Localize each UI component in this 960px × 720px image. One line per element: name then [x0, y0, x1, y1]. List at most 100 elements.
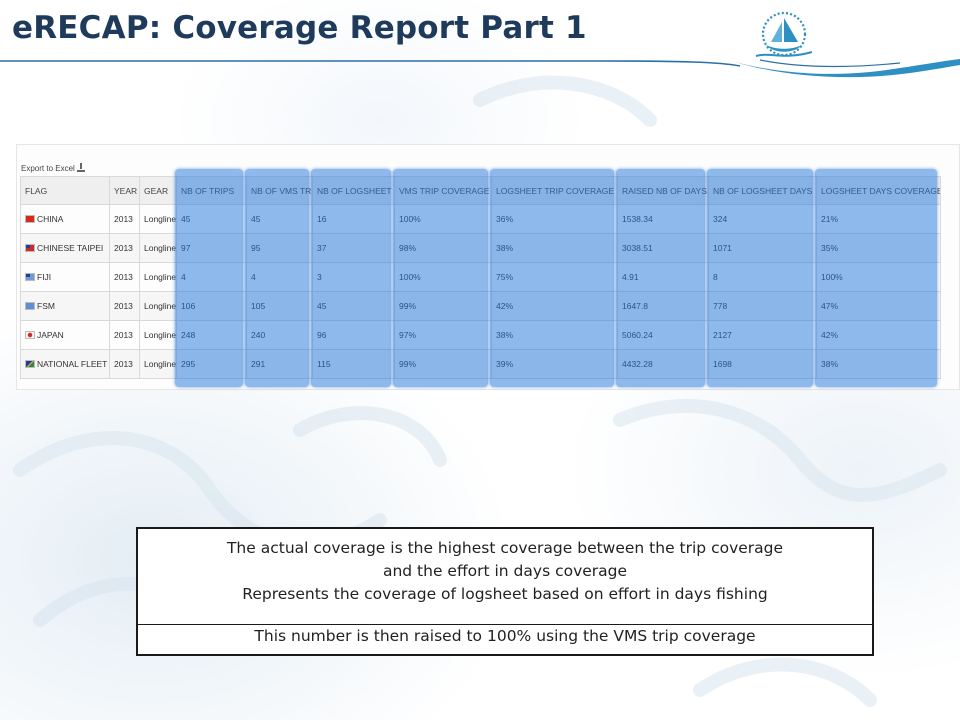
flag-name: FIJI	[37, 272, 52, 282]
table-cell: 5060.24	[617, 320, 709, 350]
table-cell: 45	[246, 204, 313, 234]
callout-divider	[138, 624, 872, 625]
table-cell: 1647.8	[617, 291, 709, 321]
table-cell: 100%	[394, 262, 492, 292]
table-cell: 99%	[394, 349, 492, 379]
table-cell: 4	[176, 262, 247, 292]
table-cell: 2013	[109, 320, 140, 350]
table-cell: 45	[176, 204, 247, 234]
table-cell-flag: FIJI	[20, 262, 110, 292]
coverage-table-panel: Export to Excel FLAG YEAR GEAR NB OF TRI…	[16, 144, 960, 390]
table-cell-flag: CHINESE TAIPEI	[20, 233, 110, 263]
callout-text-block: The actual coverage is the highest cover…	[144, 537, 866, 606]
flag-name: FSM	[37, 301, 55, 311]
table-row: CHINA 2013 Longline 45 45 16 100% 36% 15…	[20, 204, 941, 234]
column-header-nb-of-trips[interactable]: NB OF TRIPS	[176, 176, 247, 205]
callout-line-2: and the effort in days coverage	[382, 562, 628, 580]
column-header-gear[interactable]: GEAR	[139, 176, 177, 205]
column-header-vms-trip-coverage[interactable]: VMS TRIP COVERAGE	[394, 176, 492, 205]
column-header-nb-of-vms-trips[interactable]: NB OF VMS TRIPS	[246, 176, 313, 205]
table-cell: 21%	[816, 204, 941, 234]
flag-name: JAPAN	[37, 330, 64, 340]
table-cell: 38%	[816, 349, 941, 379]
export-to-excel-link[interactable]: Export to Excel	[21, 163, 85, 173]
column-header-logsheet-trip-coverage[interactable]: LOGSHEET TRIP COVERAGE	[491, 176, 618, 205]
table-cell: Longline	[139, 204, 177, 234]
header-rule	[0, 59, 960, 78]
table-cell: Longline	[139, 349, 177, 379]
table-cell: 98%	[394, 233, 492, 263]
table-cell: 1071	[708, 233, 817, 263]
table-cell-flag: CHINA	[20, 204, 110, 234]
column-header-year[interactable]: YEAR	[109, 176, 140, 205]
flag-national-fleet-icon	[25, 360, 35, 368]
export-excel-icon	[76, 163, 85, 172]
column-header-nb-of-logsheet-days[interactable]: NB OF LOGSHEET DAYS	[708, 176, 817, 205]
table-cell: 39%	[491, 349, 618, 379]
table-cell: 1538.34	[617, 204, 709, 234]
table-cell: 295	[176, 349, 247, 379]
table-row: FSM 2013 Longline 106 105 45 99% 42% 164…	[20, 291, 941, 321]
callout-line-4: This number is then raised to 100% using…	[254, 627, 756, 645]
table-cell: 35%	[816, 233, 941, 263]
table-cell: Longline	[139, 320, 177, 350]
column-header-logsheet-days-coverage[interactable]: LOGSHEET DAYS COVERAGE	[816, 176, 941, 205]
table-cell: 38%	[491, 320, 618, 350]
table-cell: 115	[312, 349, 395, 379]
table-cell: 1698	[708, 349, 817, 379]
explanation-callout: The actual coverage is the highest cover…	[136, 527, 874, 656]
table-cell: 2013	[109, 204, 140, 234]
table-cell: 2013	[109, 233, 140, 263]
table-row: FIJI 2013 Longline 4 4 3 100% 75% 4.91 8…	[20, 262, 941, 292]
table-row: CHINESE TAIPEI 2013 Longline 97 95 37 98…	[20, 233, 941, 263]
table-cell: 4.91	[617, 262, 709, 292]
flag-china-icon	[25, 215, 35, 223]
column-header-raised-nb-of-days[interactable]: RAISED NB OF DAYS	[617, 176, 709, 205]
table-cell: 291	[246, 349, 313, 379]
column-header-flag[interactable]: FLAG	[20, 176, 110, 205]
flag-name: CHINESE TAIPEI	[37, 243, 104, 253]
table-cell: 2013	[109, 349, 140, 379]
table-cell-flag: NATIONAL FLEET	[20, 349, 110, 379]
table-cell: 42%	[491, 291, 618, 321]
flag-japan-icon	[25, 331, 35, 339]
column-header-nb-of-logsheet[interactable]: NB OF LOGSHEET	[312, 176, 395, 205]
table-cell: Longline	[139, 262, 177, 292]
table-cell: 106	[176, 291, 247, 321]
table-cell: 324	[708, 204, 817, 234]
table-cell: 97	[176, 233, 247, 263]
table-cell: 38%	[491, 233, 618, 263]
table-cell: 240	[246, 320, 313, 350]
flag-name: NATIONAL FLEET	[37, 359, 108, 369]
table-cell: 4432.28	[617, 349, 709, 379]
table-cell-flag: FSM	[20, 291, 110, 321]
flag-fsm-icon	[25, 302, 35, 310]
table-cell-flag: JAPAN	[20, 320, 110, 350]
table-cell: 778	[708, 291, 817, 321]
table-cell: 75%	[491, 262, 618, 292]
table-cell: 16	[312, 204, 395, 234]
table-cell: 248	[176, 320, 247, 350]
table-cell: 8	[708, 262, 817, 292]
table-cell: 3	[312, 262, 395, 292]
table-cell: 97%	[394, 320, 492, 350]
flag-fiji-icon	[25, 273, 35, 281]
table-cell: 36%	[491, 204, 618, 234]
table-cell: Longline	[139, 233, 177, 263]
table-cell: 100%	[394, 204, 492, 234]
flag-name: CHINA	[37, 214, 64, 224]
table-cell: 95	[246, 233, 313, 263]
coverage-table: FLAG YEAR GEAR NB OF TRIPS NB OF VMS TRI…	[20, 176, 941, 379]
table-cell: Longline	[139, 291, 177, 321]
table-cell: 2127	[708, 320, 817, 350]
table-cell: 42%	[816, 320, 941, 350]
table-cell: 100%	[816, 262, 941, 292]
table-cell: 45	[312, 291, 395, 321]
table-cell: 105	[246, 291, 313, 321]
callout-line-1: The actual coverage is the highest cover…	[226, 539, 784, 557]
spc-logo-icon	[755, 11, 813, 57]
callout-line-3: Represents the coverage of logsheet base…	[242, 585, 768, 603]
table-header-row: FLAG YEAR GEAR NB OF TRIPS NB OF VMS TRI…	[20, 176, 941, 205]
table-cell: 2013	[109, 262, 140, 292]
export-label: Export to Excel	[21, 164, 75, 173]
